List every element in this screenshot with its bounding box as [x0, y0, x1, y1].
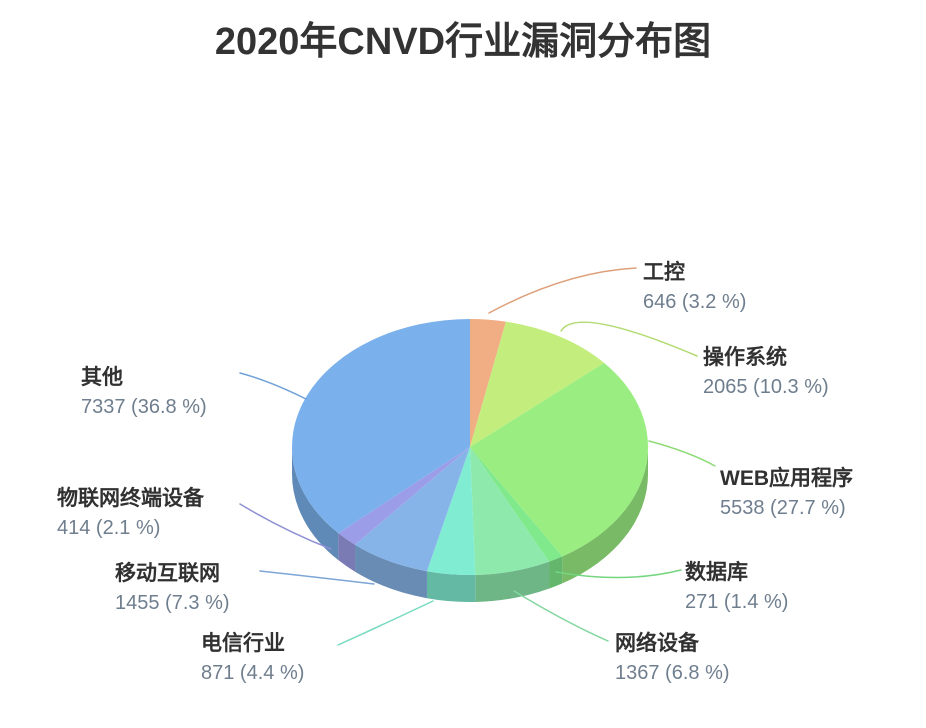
pie-slice-7[interactable]: [338, 447, 470, 545]
slice-label-value: 5538 (27.7 %): [720, 497, 846, 520]
slice-label-value: 1367 (6.8 %): [615, 662, 730, 685]
slice-label-name: 电信行业: [201, 632, 285, 655]
chart-title: 2020年CNVD行业漏洞分布图: [214, 21, 712, 63]
slice-label-name: WEB应用程序: [720, 467, 853, 490]
slice-label-7: 物联网终端设备 414 (2.1 %): [57, 486, 204, 541]
pie-slice-8[interactable]: [292, 319, 470, 534]
leader-line-1: [560, 321, 698, 357]
slice-label-value: 871 (4.4 %): [201, 662, 305, 685]
pie-slice-2[interactable]: [470, 362, 648, 557]
pie-slice-6[interactable]: [355, 447, 470, 572]
slice-label-name: 数据库: [685, 561, 748, 584]
leader-line-6: [259, 570, 375, 585]
slice-label-4: 网络设备 1367 (6.8 %): [615, 631, 730, 686]
slice-label-5: 电信行业 871 (4.4 %): [201, 631, 304, 686]
slice-label-name: 其他: [81, 366, 123, 389]
pie-slice-0[interactable]: [470, 319, 506, 447]
slice-label-6: 移动互联网 1455 (7.3 %): [115, 561, 230, 616]
leader-line-3: [555, 569, 682, 579]
leader-line-0: [488, 267, 637, 314]
leader-line-8: [239, 372, 307, 400]
slice-label-value: 646 (3.2 %): [643, 291, 747, 314]
leader-line-5: [337, 600, 434, 646]
slice-label-name: 网络设备: [615, 632, 699, 655]
slice-label-2: WEB应用程序 5538 (27.7 %): [720, 466, 853, 521]
slice-label-value: 1455 (7.3 %): [115, 592, 230, 615]
pie-slice-side-7: [338, 533, 356, 572]
leader-line-2: [648, 440, 716, 467]
leader-line-4: [513, 590, 609, 642]
slice-label-name: 工控: [643, 261, 685, 284]
leader-line-7: [239, 503, 332, 550]
slice-label-0: 工控 646 (3.2 %): [643, 260, 746, 315]
slice-label-value: 2065 (10.3 %): [703, 376, 829, 399]
pie-slice-1[interactable]: [470, 321, 605, 447]
slice-label-value: 271 (1.4 %): [685, 591, 789, 614]
slice-label-1: 操作系统 2065 (10.3 %): [703, 345, 829, 400]
pie-slice-4[interactable]: [470, 447, 550, 575]
slice-label-3: 数据库 271 (1.4 %): [685, 560, 788, 615]
pie-slice-5[interactable]: [426, 447, 476, 575]
pie-slice-side-5: [426, 571, 476, 603]
slice-label-value: 7337 (36.8 %): [81, 396, 207, 419]
pie-slice-side-6: [355, 544, 427, 599]
slice-label-name: 操作系统: [703, 346, 787, 369]
pie-slice-side-8: [292, 447, 339, 561]
pie-slice-3[interactable]: [470, 447, 563, 562]
pie-slice-side-4: [475, 561, 550, 602]
slice-label-value: 414 (2.1 %): [57, 517, 161, 540]
pie-slice-side-2: [562, 447, 648, 584]
slice-label-name: 移动互联网: [115, 562, 220, 585]
slice-label-8: 其他 7337 (36.8 %): [81, 365, 207, 420]
slice-label-name: 物联网终端设备: [57, 487, 204, 510]
